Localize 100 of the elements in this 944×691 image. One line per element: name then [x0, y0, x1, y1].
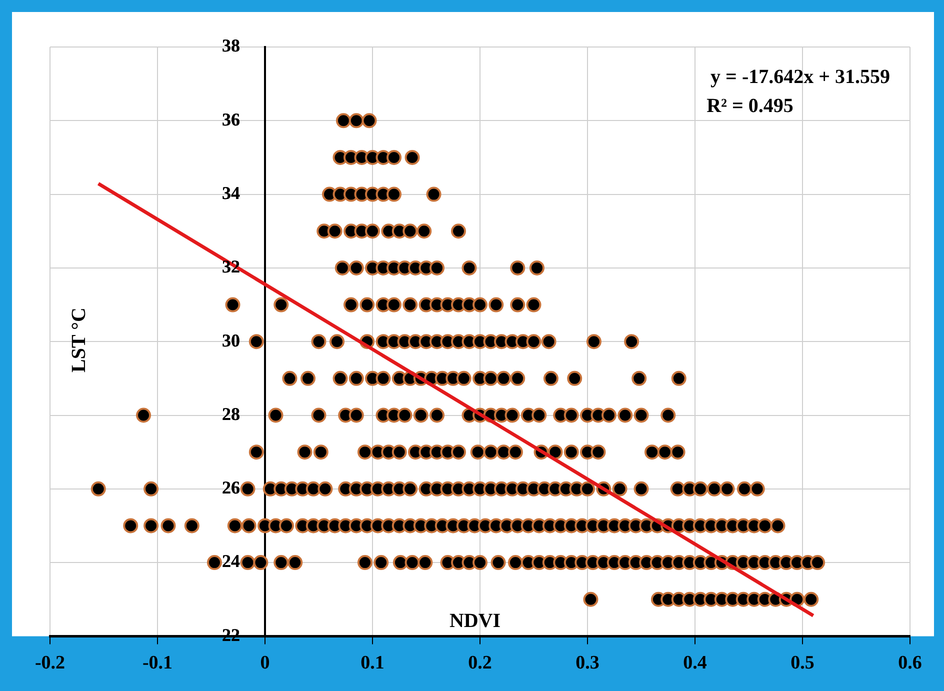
point: [288, 555, 303, 570]
point: [348, 113, 364, 128]
x-tick-label: -0.1: [142, 652, 173, 674]
point: [386, 186, 402, 202]
point: [144, 518, 159, 534]
point: [470, 444, 486, 460]
point: [670, 444, 686, 460]
point: [306, 481, 321, 496]
point: [392, 555, 408, 570]
x-axis-title: NDVI: [449, 610, 501, 632]
point: [508, 555, 523, 570]
point: [504, 408, 520, 423]
point: [590, 444, 606, 460]
point: [541, 334, 556, 350]
point: [282, 370, 298, 386]
point: [671, 370, 686, 386]
point: [426, 186, 442, 202]
x-tick-label: 0.4: [683, 652, 708, 674]
point: [750, 481, 765, 496]
point: [736, 481, 752, 496]
y-tick-label: 34: [222, 182, 240, 203]
point: [634, 408, 649, 423]
point: [123, 518, 138, 534]
point: [402, 481, 418, 496]
point: [336, 113, 351, 128]
point: [402, 297, 418, 312]
y-tick-label: 36: [222, 109, 240, 130]
point: [430, 260, 444, 276]
point: [241, 518, 256, 534]
point: [392, 444, 407, 460]
point: [720, 481, 735, 496]
point: [160, 518, 176, 534]
point: [583, 592, 598, 607]
point: [612, 481, 628, 496]
point: [670, 481, 686, 496]
point: [496, 370, 512, 386]
point: [510, 370, 526, 386]
point: [757, 518, 772, 534]
point: [543, 370, 558, 386]
point: [564, 408, 579, 423]
point: [632, 370, 647, 386]
point: [311, 408, 326, 423]
point: [274, 297, 289, 312]
point: [344, 297, 358, 312]
point: [483, 370, 498, 386]
y-tick-label: 30: [222, 330, 240, 350]
point: [418, 555, 433, 570]
point: [472, 297, 488, 312]
point: [770, 518, 786, 534]
point: [348, 260, 364, 276]
point: [136, 408, 152, 423]
point: [483, 444, 498, 460]
x-tick-label: 0.5: [790, 652, 814, 674]
point: [374, 555, 389, 570]
point: [184, 518, 200, 534]
point: [357, 444, 372, 460]
point: [144, 481, 159, 496]
point: [404, 150, 420, 165]
point: [311, 334, 326, 350]
point: [240, 481, 256, 496]
annotation: y = -17.642x + 31.559: [710, 66, 890, 88]
point: [580, 481, 595, 496]
point: [225, 297, 240, 312]
point: [404, 555, 420, 570]
point: [510, 297, 526, 312]
y-tick-label: 38: [222, 36, 240, 56]
point: [602, 408, 616, 423]
point: [330, 334, 345, 350]
point: [386, 297, 402, 312]
point: [90, 481, 106, 496]
point: [397, 408, 412, 423]
point: [297, 444, 312, 460]
y-tick-label: 24: [222, 551, 240, 572]
point: [206, 555, 222, 570]
point: [451, 444, 466, 460]
point: [300, 370, 316, 386]
point: [430, 408, 444, 423]
x-tick-label: 0.1: [360, 652, 384, 674]
point: [402, 224, 418, 239]
point: [416, 224, 432, 239]
point: [248, 334, 264, 350]
point: [227, 518, 242, 534]
point: [634, 481, 649, 496]
x-tick-label: -0.2: [34, 652, 66, 674]
x-tick-label: 0.2: [468, 652, 492, 674]
point: [660, 408, 676, 423]
x-tick-label: 0: [260, 652, 270, 674]
point: [318, 481, 333, 496]
y-tick-label: 26: [222, 478, 240, 498]
point: [268, 408, 284, 423]
point: [657, 444, 672, 460]
point: [240, 555, 256, 570]
x-tick-label: 0.6: [898, 652, 922, 674]
point: [496, 444, 512, 460]
point: [313, 444, 328, 460]
point: [376, 370, 391, 386]
point: [456, 370, 472, 386]
y-axis-title: LST °C: [68, 308, 90, 372]
point: [253, 555, 268, 570]
point: [644, 444, 660, 460]
